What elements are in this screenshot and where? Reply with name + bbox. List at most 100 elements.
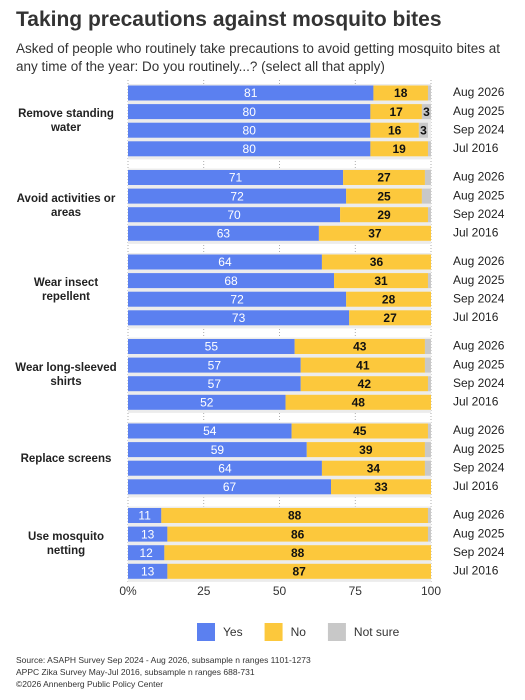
data-label: 31 bbox=[374, 274, 388, 288]
bar-segment bbox=[331, 479, 431, 495]
data-label: 29 bbox=[377, 208, 391, 222]
bar-segment bbox=[164, 545, 432, 561]
x-tick-label: 50 bbox=[273, 584, 287, 598]
data-label: 88 bbox=[288, 509, 302, 523]
bar-segment bbox=[128, 104, 371, 120]
wave-label: Aug 2025 bbox=[453, 442, 505, 456]
x-tick-label: 25 bbox=[197, 584, 211, 598]
bar-segment bbox=[294, 339, 425, 354]
data-label: 3 bbox=[420, 123, 427, 137]
legend-swatch bbox=[197, 623, 215, 641]
bar-segment bbox=[167, 563, 431, 579]
data-label: 57 bbox=[208, 358, 222, 372]
bar-segment bbox=[128, 376, 301, 392]
data-label: 67 bbox=[223, 480, 237, 494]
wave-label: Aug 2025 bbox=[453, 188, 505, 202]
bar-segment bbox=[128, 357, 301, 373]
bar-segment bbox=[321, 460, 425, 476]
data-label: 80 bbox=[243, 105, 257, 119]
wave-label: Jul 2016 bbox=[453, 563, 499, 577]
bar-segment bbox=[424, 357, 431, 373]
data-label: 45 bbox=[353, 424, 367, 438]
data-label: 80 bbox=[243, 123, 257, 137]
data-label: 64 bbox=[218, 255, 232, 269]
bar-segment bbox=[285, 394, 431, 410]
bar-segment bbox=[128, 254, 322, 270]
data-label: 33 bbox=[374, 480, 388, 494]
bar-segment bbox=[128, 526, 168, 542]
bar-segment bbox=[128, 508, 162, 523]
bar-segment bbox=[427, 273, 431, 289]
wave-label: Aug 2026 bbox=[453, 508, 505, 522]
bar-segment bbox=[370, 104, 422, 120]
data-label: 48 bbox=[352, 395, 366, 409]
note-line: ©2026 Annenberg Public Policy Center bbox=[16, 679, 164, 689]
bar-segment bbox=[346, 291, 431, 307]
bar-segment bbox=[343, 170, 425, 185]
wave-label: Aug 2025 bbox=[453, 357, 505, 371]
legend-label: Yes bbox=[223, 625, 243, 639]
note-line: Source: ASAPH Survey Sep 2024 - Aug 2026… bbox=[16, 655, 311, 665]
wave-label: Sep 2024 bbox=[453, 545, 505, 559]
bar-segment bbox=[128, 225, 319, 241]
wave-label: Jul 2016 bbox=[453, 310, 499, 324]
notes: Source: ASAPH Survey Sep 2024 - Aug 2026… bbox=[16, 654, 311, 690]
wave-label: Sep 2024 bbox=[453, 291, 505, 305]
wave-label: Sep 2024 bbox=[453, 207, 505, 221]
data-label: 71 bbox=[229, 171, 243, 185]
data-label: 55 bbox=[205, 340, 219, 354]
data-label: 63 bbox=[217, 226, 231, 240]
group-label: Use mosquito netting bbox=[27, 530, 105, 557]
data-label: 19 bbox=[393, 142, 407, 156]
bar-segment bbox=[128, 273, 335, 289]
bar-segment bbox=[421, 104, 431, 120]
bar-segment bbox=[128, 442, 307, 458]
bar-segment bbox=[427, 207, 431, 223]
data-label: 27 bbox=[383, 311, 397, 325]
bar-segment bbox=[161, 508, 428, 523]
data-label: 72 bbox=[230, 189, 244, 203]
bar-segment bbox=[427, 508, 431, 523]
bar-segment bbox=[128, 479, 332, 495]
wave-label: Sep 2024 bbox=[453, 122, 505, 136]
chart-subtitle: Asked of people who routinely take preca… bbox=[16, 41, 501, 74]
bar-segment bbox=[349, 310, 431, 326]
data-label: 81 bbox=[244, 86, 258, 100]
wave-label: Aug 2025 bbox=[453, 104, 505, 118]
wave-label: Sep 2024 bbox=[453, 460, 505, 474]
wave-label: Jul 2016 bbox=[453, 141, 499, 155]
data-label: 11 bbox=[138, 509, 151, 523]
wave-label: Aug 2026 bbox=[453, 170, 505, 184]
data-label: 43 bbox=[353, 340, 367, 354]
bar-segment bbox=[427, 526, 431, 542]
bar-segment bbox=[424, 460, 431, 476]
bar-segment bbox=[128, 310, 350, 326]
wave-label: Aug 2026 bbox=[453, 339, 505, 353]
data-label: 36 bbox=[370, 255, 384, 269]
bar-segment bbox=[128, 85, 374, 101]
bar-segment bbox=[321, 254, 431, 270]
data-label: 12 bbox=[140, 546, 154, 560]
bar-segment bbox=[128, 563, 168, 579]
wave-label: Aug 2026 bbox=[453, 85, 505, 99]
bar-segment bbox=[128, 122, 371, 138]
bar-segment bbox=[421, 188, 431, 204]
data-label: 52 bbox=[200, 395, 214, 409]
bar-segment bbox=[291, 423, 428, 439]
x-tick-label: 75 bbox=[349, 584, 363, 598]
data-label: 37 bbox=[368, 226, 382, 240]
x-tick-label: 0% bbox=[119, 584, 137, 598]
bar-segment bbox=[370, 141, 428, 157]
bar-segment bbox=[167, 526, 428, 542]
data-label: 42 bbox=[358, 377, 372, 391]
legend-swatch bbox=[264, 623, 283, 641]
bar-segment bbox=[128, 394, 286, 410]
wave-label: Jul 2016 bbox=[453, 394, 499, 408]
group-label: Wear long-sleeved shirts bbox=[15, 361, 117, 388]
data-label: 39 bbox=[359, 443, 373, 457]
bar-segment bbox=[427, 376, 431, 392]
data-label: 16 bbox=[388, 123, 402, 137]
data-label: 86 bbox=[291, 527, 305, 541]
legend-swatch bbox=[327, 623, 346, 641]
